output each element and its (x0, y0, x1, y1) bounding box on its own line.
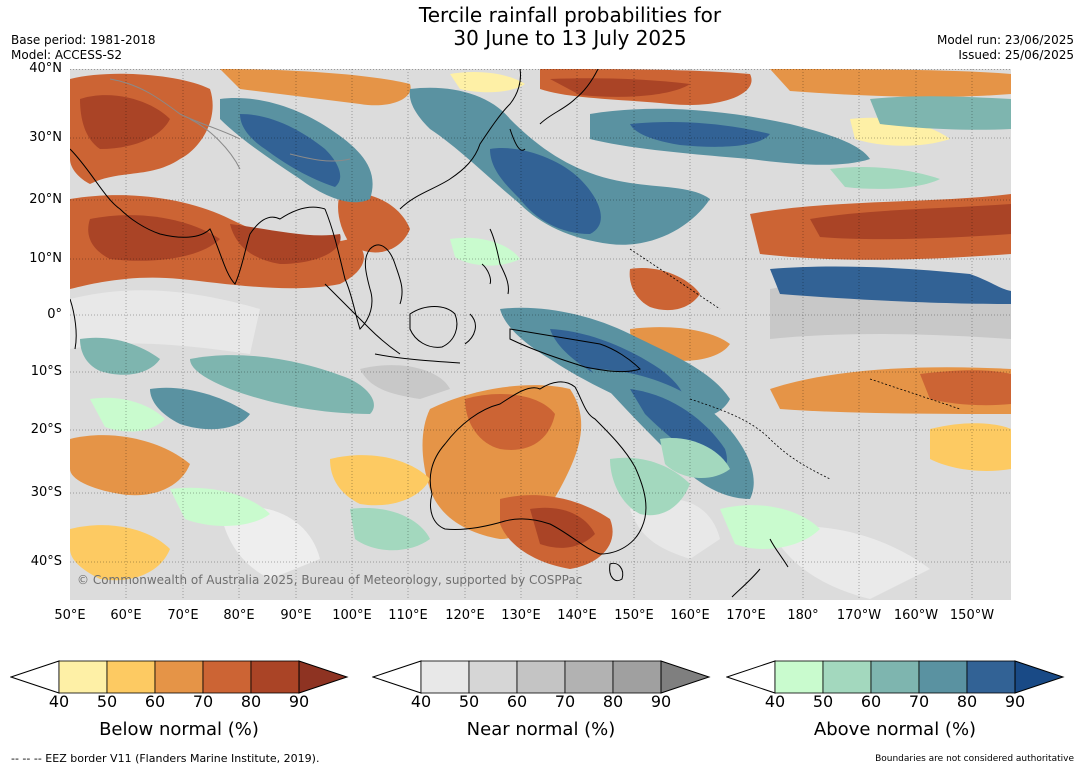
lat-label: 40°N (29, 61, 62, 76)
colorbar-tick: 80 (956, 692, 978, 711)
coast-japan (509, 69, 599, 151)
map-title: Tercile rainfall probabilities for 30 Ju… (0, 4, 1085, 50)
lat-label: 10°N (29, 251, 62, 266)
coast-indonesia (324, 283, 461, 364)
lon-label: 120°E (445, 608, 485, 623)
lon-label: 80°E (223, 608, 255, 623)
copyright-credit: © Commonwealth of Australia 2025, Bureau… (77, 573, 583, 587)
coast-philippines (481, 228, 509, 295)
lat-label: 0° (47, 307, 62, 322)
colorbar-tick: 90 (1004, 692, 1026, 711)
lon-label: 160°W (893, 608, 939, 623)
lon-label: 70°E (167, 608, 199, 623)
colorbar-tick: 90 (288, 692, 310, 711)
colorbar-tick: 70 (192, 692, 214, 711)
colorbar-above-normal (726, 660, 1066, 694)
colorbar-title-below: Below normal (%) (99, 719, 259, 740)
coast-china (399, 69, 521, 210)
lon-label: 130°E (501, 608, 541, 623)
above-normal-areas (80, 87, 1011, 551)
issued-date: Issued: 25/06/2025 (958, 48, 1074, 62)
lon-label: 50°E (54, 608, 86, 623)
colorbar-tick: 60 (860, 692, 882, 711)
lon-label: 180° (787, 608, 819, 623)
colorbar-tick: 40 (48, 692, 70, 711)
lon-label: 90°E (280, 608, 312, 623)
graticule (70, 69, 1011, 600)
colorbar-tick: 40 (410, 692, 432, 711)
lon-label: 170°W (836, 608, 882, 623)
meta-right: Model run: 23/06/2025 Issued: 25/06/2025 (937, 33, 1074, 63)
coast-new-zealand (731, 538, 789, 598)
base-period: Base period: 1981-2018 (11, 33, 156, 47)
colorbar-near-normal (372, 660, 712, 694)
colorbar-title-above: Above normal (%) (813, 719, 977, 740)
rainfall-map (70, 69, 1011, 600)
colorbar-tick: 80 (602, 692, 624, 711)
coast-tasmania (609, 562, 624, 582)
lat-label: 20°N (29, 192, 62, 207)
lat-label: 10°S (30, 364, 62, 379)
swatch (58, 660, 108, 694)
colorbar-tick: 70 (554, 692, 576, 711)
coast-australia (429, 381, 647, 555)
coastlines (70, 69, 789, 598)
colorbar-tick: 60 (144, 692, 166, 711)
colorbar-tick: 40 (764, 692, 786, 711)
lon-label: 150°E (614, 608, 654, 623)
lon-label: 140°E (557, 608, 597, 623)
eez-borders (629, 248, 961, 480)
lat-label: 30°N (29, 130, 62, 145)
model-run: Model run: 23/06/2025 (936, 33, 1074, 47)
model-name: Model: ACCESS-S2 (11, 48, 123, 62)
colorbar-tick: 50 (812, 692, 834, 711)
colorbar-below-normal (10, 660, 350, 694)
eez-footnote: -- -- -- EEZ border V11 (Flanders Marine… (11, 752, 320, 765)
lon-label: 150°W (949, 608, 995, 623)
colorbar-tick: 70 (908, 692, 930, 711)
colorbar-title-near: Near normal (%) (466, 719, 616, 740)
map-svg (70, 69, 1011, 600)
coast-new-guinea (464, 313, 641, 373)
colorbar-tick: 80 (240, 692, 262, 711)
lat-label: 30°S (30, 485, 62, 500)
lon-label: 110°E (388, 608, 428, 623)
colorbar-tick: 50 (458, 692, 480, 711)
lat-label: 40°S (30, 554, 62, 569)
country-borders (109, 78, 351, 170)
title-line-1: Tercile rainfall probabilities for (418, 3, 722, 27)
coast-southeast-asia (324, 208, 403, 330)
lat-label: 20°S (30, 422, 62, 437)
colorbar-tick: 50 (96, 692, 118, 711)
coast-south-asia (70, 148, 326, 285)
lon-label: 60°E (110, 608, 142, 623)
lon-label: 100°E (332, 608, 372, 623)
boundaries-disclaimer: Boundaries are not considered authoritat… (875, 754, 1074, 764)
meta-left: Base period: 1981-2018 Model: ACCESS-S2 (11, 33, 156, 63)
lon-label: 160°E (670, 608, 710, 623)
lon-label: 170°E (726, 608, 766, 623)
colorbar-tick: 60 (506, 692, 528, 711)
coast-borneo (409, 306, 458, 348)
title-line-2: 30 June to 13 July 2025 (453, 26, 687, 50)
coast-africa (70, 298, 77, 350)
colorbar-tick: 90 (650, 692, 672, 711)
